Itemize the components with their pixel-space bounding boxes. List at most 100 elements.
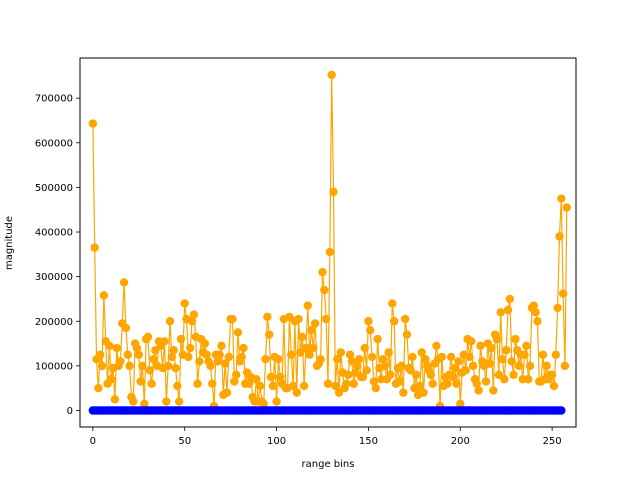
series-0-point [310,319,320,328]
series-0-point [358,372,368,382]
series-0-point [252,375,261,384]
series-0-point [263,312,272,321]
series-0-point [386,370,395,379]
series-0-point [318,267,327,277]
series-0-point [549,381,559,391]
series-0-point [331,381,340,391]
y-tick-label: 500000 [35,183,73,194]
series-0-point [507,357,516,366]
series-0-point [525,361,535,371]
series-0-point [384,348,393,357]
series-0-point [121,323,131,333]
series-0-point [292,388,301,397]
series-0-point [287,350,296,359]
series-0-point [180,299,189,308]
series-0-point [220,359,230,368]
series-0-point [195,357,204,366]
y-tick-label: 100000 [35,361,73,372]
series-0-point [303,301,312,310]
series-0-point [489,386,498,395]
series-0-point [411,370,421,379]
series-0-point [514,361,524,371]
series-0-point [90,243,99,252]
series-0-point [327,70,336,80]
series-0-point [129,397,138,406]
series-0-point [99,291,109,300]
series-0-point [487,343,496,353]
y-tick-label: 600000 [35,138,73,149]
series-0-point [342,379,351,388]
y-tick-label: 200000 [35,317,73,328]
series-0-point [448,372,458,382]
series-0-point [112,343,121,353]
series-0-point [397,361,406,371]
series-0-point [336,348,346,357]
series-0-point [360,343,369,353]
series-0-point [395,377,404,386]
series-0-point [557,194,566,203]
series-0-point [538,350,548,359]
series-0-point [140,399,149,408]
x-tick-label: 100 [267,436,286,447]
series-0-point [239,343,248,353]
series-0-point [402,330,412,339]
series-0-point [261,354,270,364]
series-0-point [231,370,241,379]
series-0-point [503,305,513,315]
plot-area [88,70,572,415]
series-0-point [492,334,502,344]
series-0-point [500,375,509,384]
series-0-point [119,278,129,287]
series-0-point [160,337,169,346]
series-0-point [299,381,309,391]
series-0-point [107,375,116,384]
series-0-point [206,361,215,371]
series-0-point [307,325,316,335]
series-0-point [456,399,465,408]
series-0-point [228,314,237,324]
series-0-point [378,354,388,364]
series-0-point [309,343,318,353]
series-0-point [355,354,364,364]
series-0-point [454,357,463,366]
series-0-point [208,379,217,388]
series-0-point [176,334,186,344]
series-0-point [301,343,311,353]
series-0-point [134,350,143,359]
series-0-point [94,383,103,393]
series-0-point [369,377,379,386]
series-0-point [353,361,362,371]
axis-ticks: 0 50 100 150 200 250 0 100000 200000 300000 400000… [35,94,562,447]
series-0-point [215,350,224,359]
series-0-point [399,388,408,397]
series-0-point [417,348,426,357]
series-0-point [274,354,283,364]
series-0-point [268,381,278,391]
series-0-point [421,354,430,364]
series-0-point [461,366,470,375]
series-0-point [419,388,428,397]
x-tick-label: 50 [178,436,191,447]
series-0-point [467,337,476,346]
series-0-point [553,303,562,313]
series-0-point [276,372,285,382]
series-0-point [116,357,125,366]
series-0-point [202,350,211,359]
y-tick-label: 700000 [35,94,73,105]
series-0-point [509,370,518,379]
series-0-point [415,381,425,391]
series-0-point [468,361,478,371]
series-0-point [97,361,107,371]
series-0-point [428,379,437,388]
series-0-point [105,341,114,350]
series-0-point [520,350,529,359]
series-0-point [496,308,505,317]
series-0-point [125,361,134,371]
series-0-point [485,359,494,368]
series-0-point [110,395,120,404]
series-0-point [184,352,193,362]
series-0-point [230,377,239,386]
series-0-point [189,310,199,319]
